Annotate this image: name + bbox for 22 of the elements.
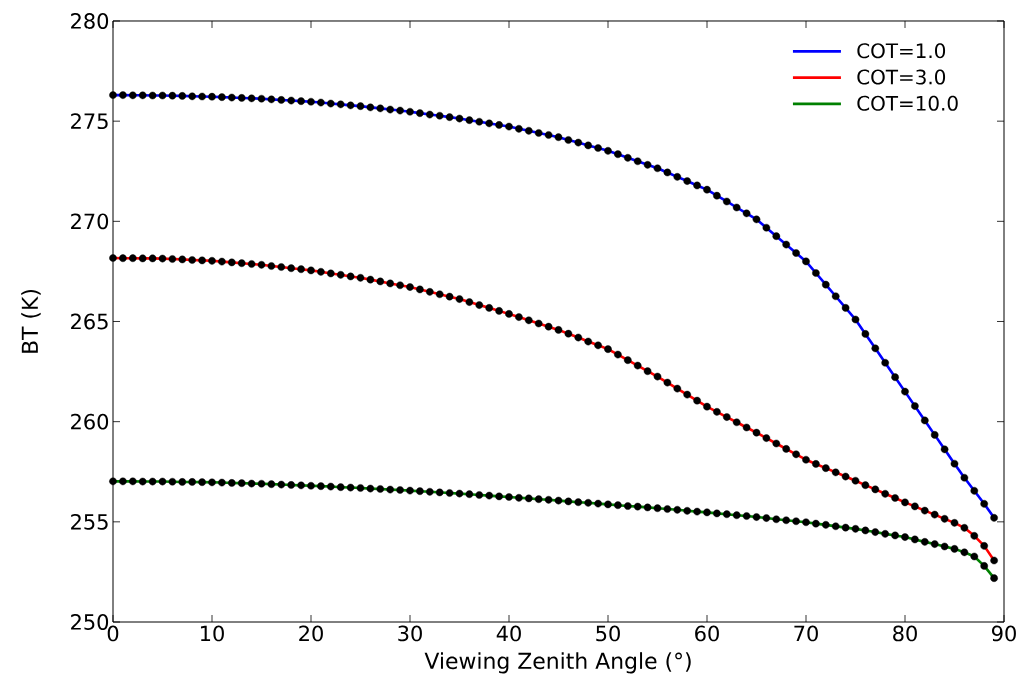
x-tick-label: 40 — [496, 625, 521, 642]
x-tick-label: 10 — [200, 625, 224, 642]
y-tick-label: 260 — [71, 413, 109, 430]
x-tick-label: 60 — [695, 625, 719, 642]
x-tick-label: 20 — [299, 625, 323, 642]
y-tick-label: 280 — [71, 13, 109, 29]
x-tick-label: 50 — [596, 625, 620, 642]
legend-label: COT=3.0 — [857, 69, 946, 85]
x-tick-label: 70 — [794, 625, 818, 642]
y-axis-title: BT (K) — [21, 289, 41, 353]
y-tick-label: 265 — [71, 313, 108, 330]
y-tick-label: 275 — [71, 113, 108, 130]
x-tick-label: 0 — [107, 625, 119, 642]
y-tick-label: 250 — [71, 614, 109, 630]
y-tick-label: 255 — [71, 513, 108, 530]
x-tick-label: 90 — [992, 625, 1016, 642]
y-tick-label: 270 — [71, 213, 109, 230]
legend-label: COT=1.0 — [857, 43, 946, 59]
x-tick-label: 80 — [893, 625, 917, 642]
x-tick-label: 30 — [398, 625, 422, 642]
x-axis-title: Viewing Zenith Angle (°) — [424, 652, 691, 674]
legend-label: COT=10.0 — [857, 95, 958, 111]
